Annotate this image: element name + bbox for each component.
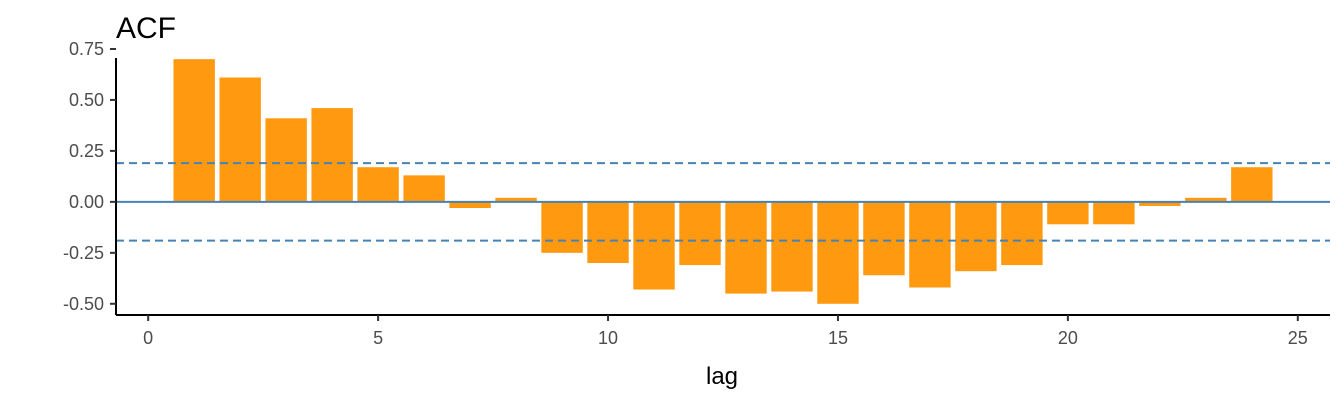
bar-lag-24 <box>1231 167 1273 202</box>
y-ticks-group: 0.75 0.50 0.25 0.00 -0.25 -0.50 <box>63 39 116 314</box>
y-tick-label: 0.25 <box>69 141 104 161</box>
bar-lag-23 <box>1185 197 1227 202</box>
bar-lag-16 <box>863 201 905 276</box>
bar-lag-7 <box>449 201 491 208</box>
bar-lag-20 <box>1047 201 1089 225</box>
bar-lag-2 <box>219 77 261 202</box>
y-tick-label: 0.75 <box>69 39 104 59</box>
bar-lag-13 <box>725 201 767 294</box>
y-tick-label: -0.25 <box>63 243 104 263</box>
x-axis-title: lag <box>706 363 738 390</box>
bar-lag-19 <box>1001 201 1043 266</box>
bar-lag-6 <box>403 175 445 202</box>
bar-lag-18 <box>955 201 997 272</box>
bar-lag-9 <box>541 201 583 253</box>
x-tick-label: 20 <box>1058 328 1078 348</box>
x-tick-label: 10 <box>598 328 618 348</box>
x-tick-label: 25 <box>1288 328 1308 348</box>
bar-lag-11 <box>633 201 675 290</box>
bar-lag-10 <box>587 201 629 264</box>
x-tick-label: 0 <box>143 328 153 348</box>
bar-lag-12 <box>679 201 721 266</box>
bar-lag-5 <box>357 167 399 202</box>
y-tick-label: -0.50 <box>63 294 104 314</box>
x-ticks-group: 0 5 10 15 20 25 <box>143 315 1308 348</box>
y-tick-label: 0.00 <box>69 192 104 212</box>
bar-lag-14 <box>771 201 813 292</box>
bars-group <box>173 59 1273 304</box>
y-tick-label: 0.50 <box>69 90 104 110</box>
bar-lag-8 <box>495 197 537 202</box>
bar-lag-3 <box>265 118 307 202</box>
bar-lag-17 <box>909 201 951 288</box>
bar-lag-15 <box>817 201 859 304</box>
bar-lag-1 <box>173 59 215 202</box>
bar-lag-4 <box>311 108 353 202</box>
x-tick-label: 5 <box>373 328 383 348</box>
chart-title: ACF <box>116 12 176 45</box>
x-tick-label: 15 <box>828 328 848 348</box>
bar-lag-22 <box>1139 201 1181 206</box>
bar-lag-21 <box>1093 201 1135 225</box>
